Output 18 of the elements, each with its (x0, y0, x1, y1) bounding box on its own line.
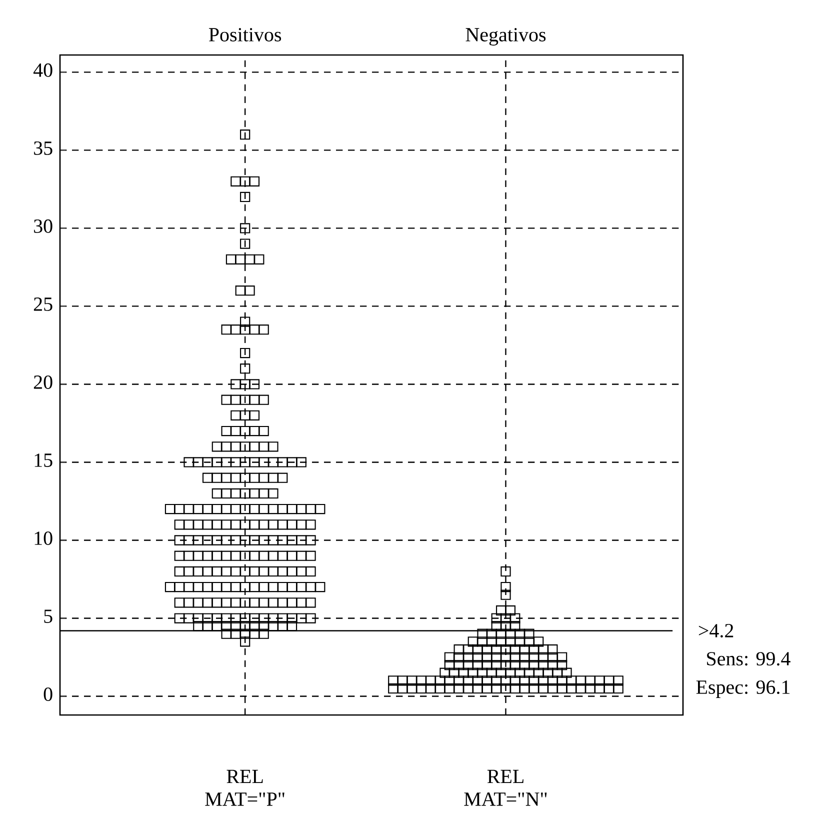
x-tick-label: Negativos (466, 28, 546, 46)
y-tick-label: 40 (33, 63, 52, 77)
y-tick-label: 30 (34, 219, 52, 233)
text: MAT="N" (464, 792, 547, 806)
y-tick-label: 15 (34, 454, 52, 467)
text: Sens: 99.4 (707, 652, 790, 666)
text: REL (226, 770, 263, 784)
y-tick-label: 20 (34, 375, 52, 389)
text: Espec: 96.1 (696, 680, 790, 698)
y-tick-label: 25 (34, 298, 52, 311)
y-tick-label: 10 (34, 531, 52, 545)
y-tick-label: 5 (44, 610, 52, 623)
y-tick-label: 0 (44, 688, 52, 701)
y-tick-label: 35 (34, 141, 52, 155)
text: MAT="P" (205, 792, 284, 806)
ref-line-label: >4.2 (698, 624, 734, 638)
text: REL (487, 770, 524, 784)
x-tick-label: Positivos (208, 28, 282, 42)
